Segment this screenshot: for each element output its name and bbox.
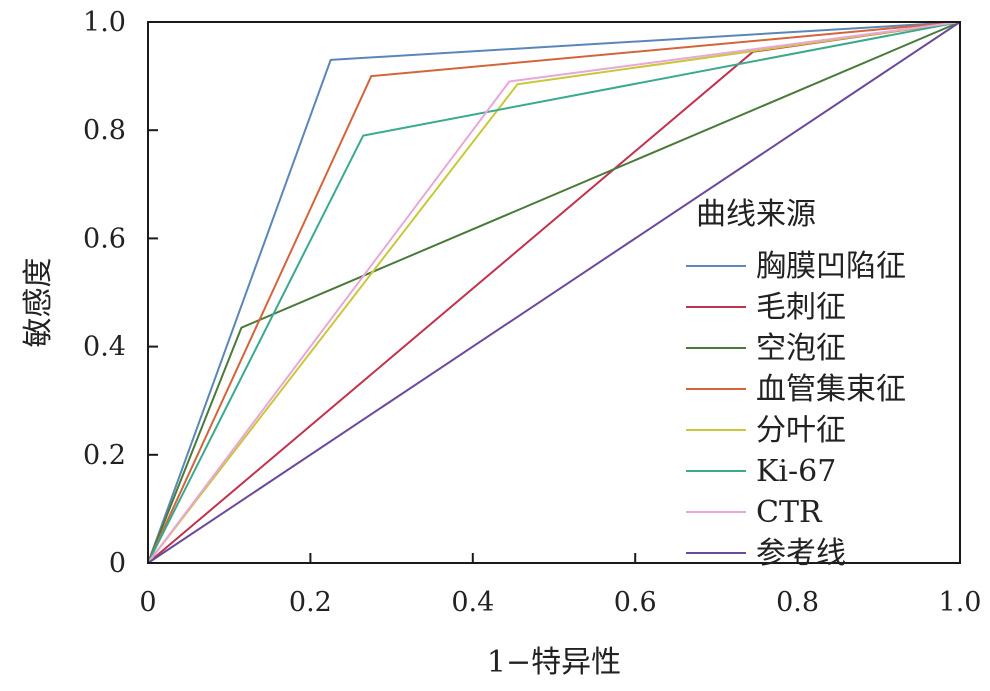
series-line-6 bbox=[147, 21, 961, 564]
x-tick-label: 1.0 bbox=[939, 587, 982, 618]
legend-label: CTR bbox=[756, 495, 823, 530]
legend-item: 血管集束征 bbox=[686, 372, 906, 407]
legend-item: 分叶征 bbox=[686, 413, 846, 448]
y-tick-label: 0.6 bbox=[83, 223, 126, 254]
legend-item: 胸膜凹陷征 bbox=[686, 249, 906, 284]
y-tick-label: 0.2 bbox=[83, 440, 126, 471]
plot-frame bbox=[147, 21, 961, 564]
legend-label: 参考线 bbox=[756, 536, 846, 571]
y-tick-label: 0.4 bbox=[83, 332, 126, 363]
series-line-2 bbox=[147, 21, 961, 564]
series-line-0 bbox=[147, 21, 961, 564]
legend-item: 空泡征 bbox=[686, 331, 846, 366]
legend-label: 毛刺征 bbox=[756, 290, 846, 325]
x-tick-label: 0.8 bbox=[776, 587, 819, 618]
legend-label: 血管集束征 bbox=[756, 372, 906, 407]
legend-item: 参考线 bbox=[686, 536, 846, 571]
legend-label: 分叶征 bbox=[756, 413, 846, 448]
legend-item: Ki-67 bbox=[686, 454, 836, 489]
x-tick-label: 0 bbox=[139, 587, 156, 618]
legend-label: 胸膜凹陷征 bbox=[756, 249, 906, 284]
legend-label: 空泡征 bbox=[756, 331, 846, 366]
x-axis-label: 1−特异性 bbox=[487, 645, 621, 680]
legend-title: 曲线来源 bbox=[696, 197, 816, 232]
series-line-7 bbox=[147, 21, 961, 564]
x-tick-label: 0.4 bbox=[451, 587, 494, 618]
y-tick-label: 0.8 bbox=[83, 115, 126, 146]
x-tick-label: 0.2 bbox=[289, 587, 332, 618]
legend-item: CTR bbox=[686, 495, 823, 530]
legend-label: Ki-67 bbox=[756, 454, 836, 489]
y-axis-label: 敏感度 bbox=[21, 258, 56, 348]
y-tick-label: 0 bbox=[109, 548, 126, 579]
series-layer bbox=[147, 21, 961, 564]
y-tick-label: 1.0 bbox=[83, 7, 126, 38]
series-line-3 bbox=[147, 21, 961, 564]
legend-item: 毛刺征 bbox=[686, 290, 846, 325]
series-line-5 bbox=[147, 21, 961, 564]
series-line-4 bbox=[147, 21, 961, 564]
axes-layer: 0 0.2 0.4 0.6 0.8 1.0 0 0.2 0.4 0.6 0.8 1.0 1−特异性 敏感度 bbox=[21, 7, 981, 680]
x-tick-label: 0.6 bbox=[614, 587, 657, 618]
